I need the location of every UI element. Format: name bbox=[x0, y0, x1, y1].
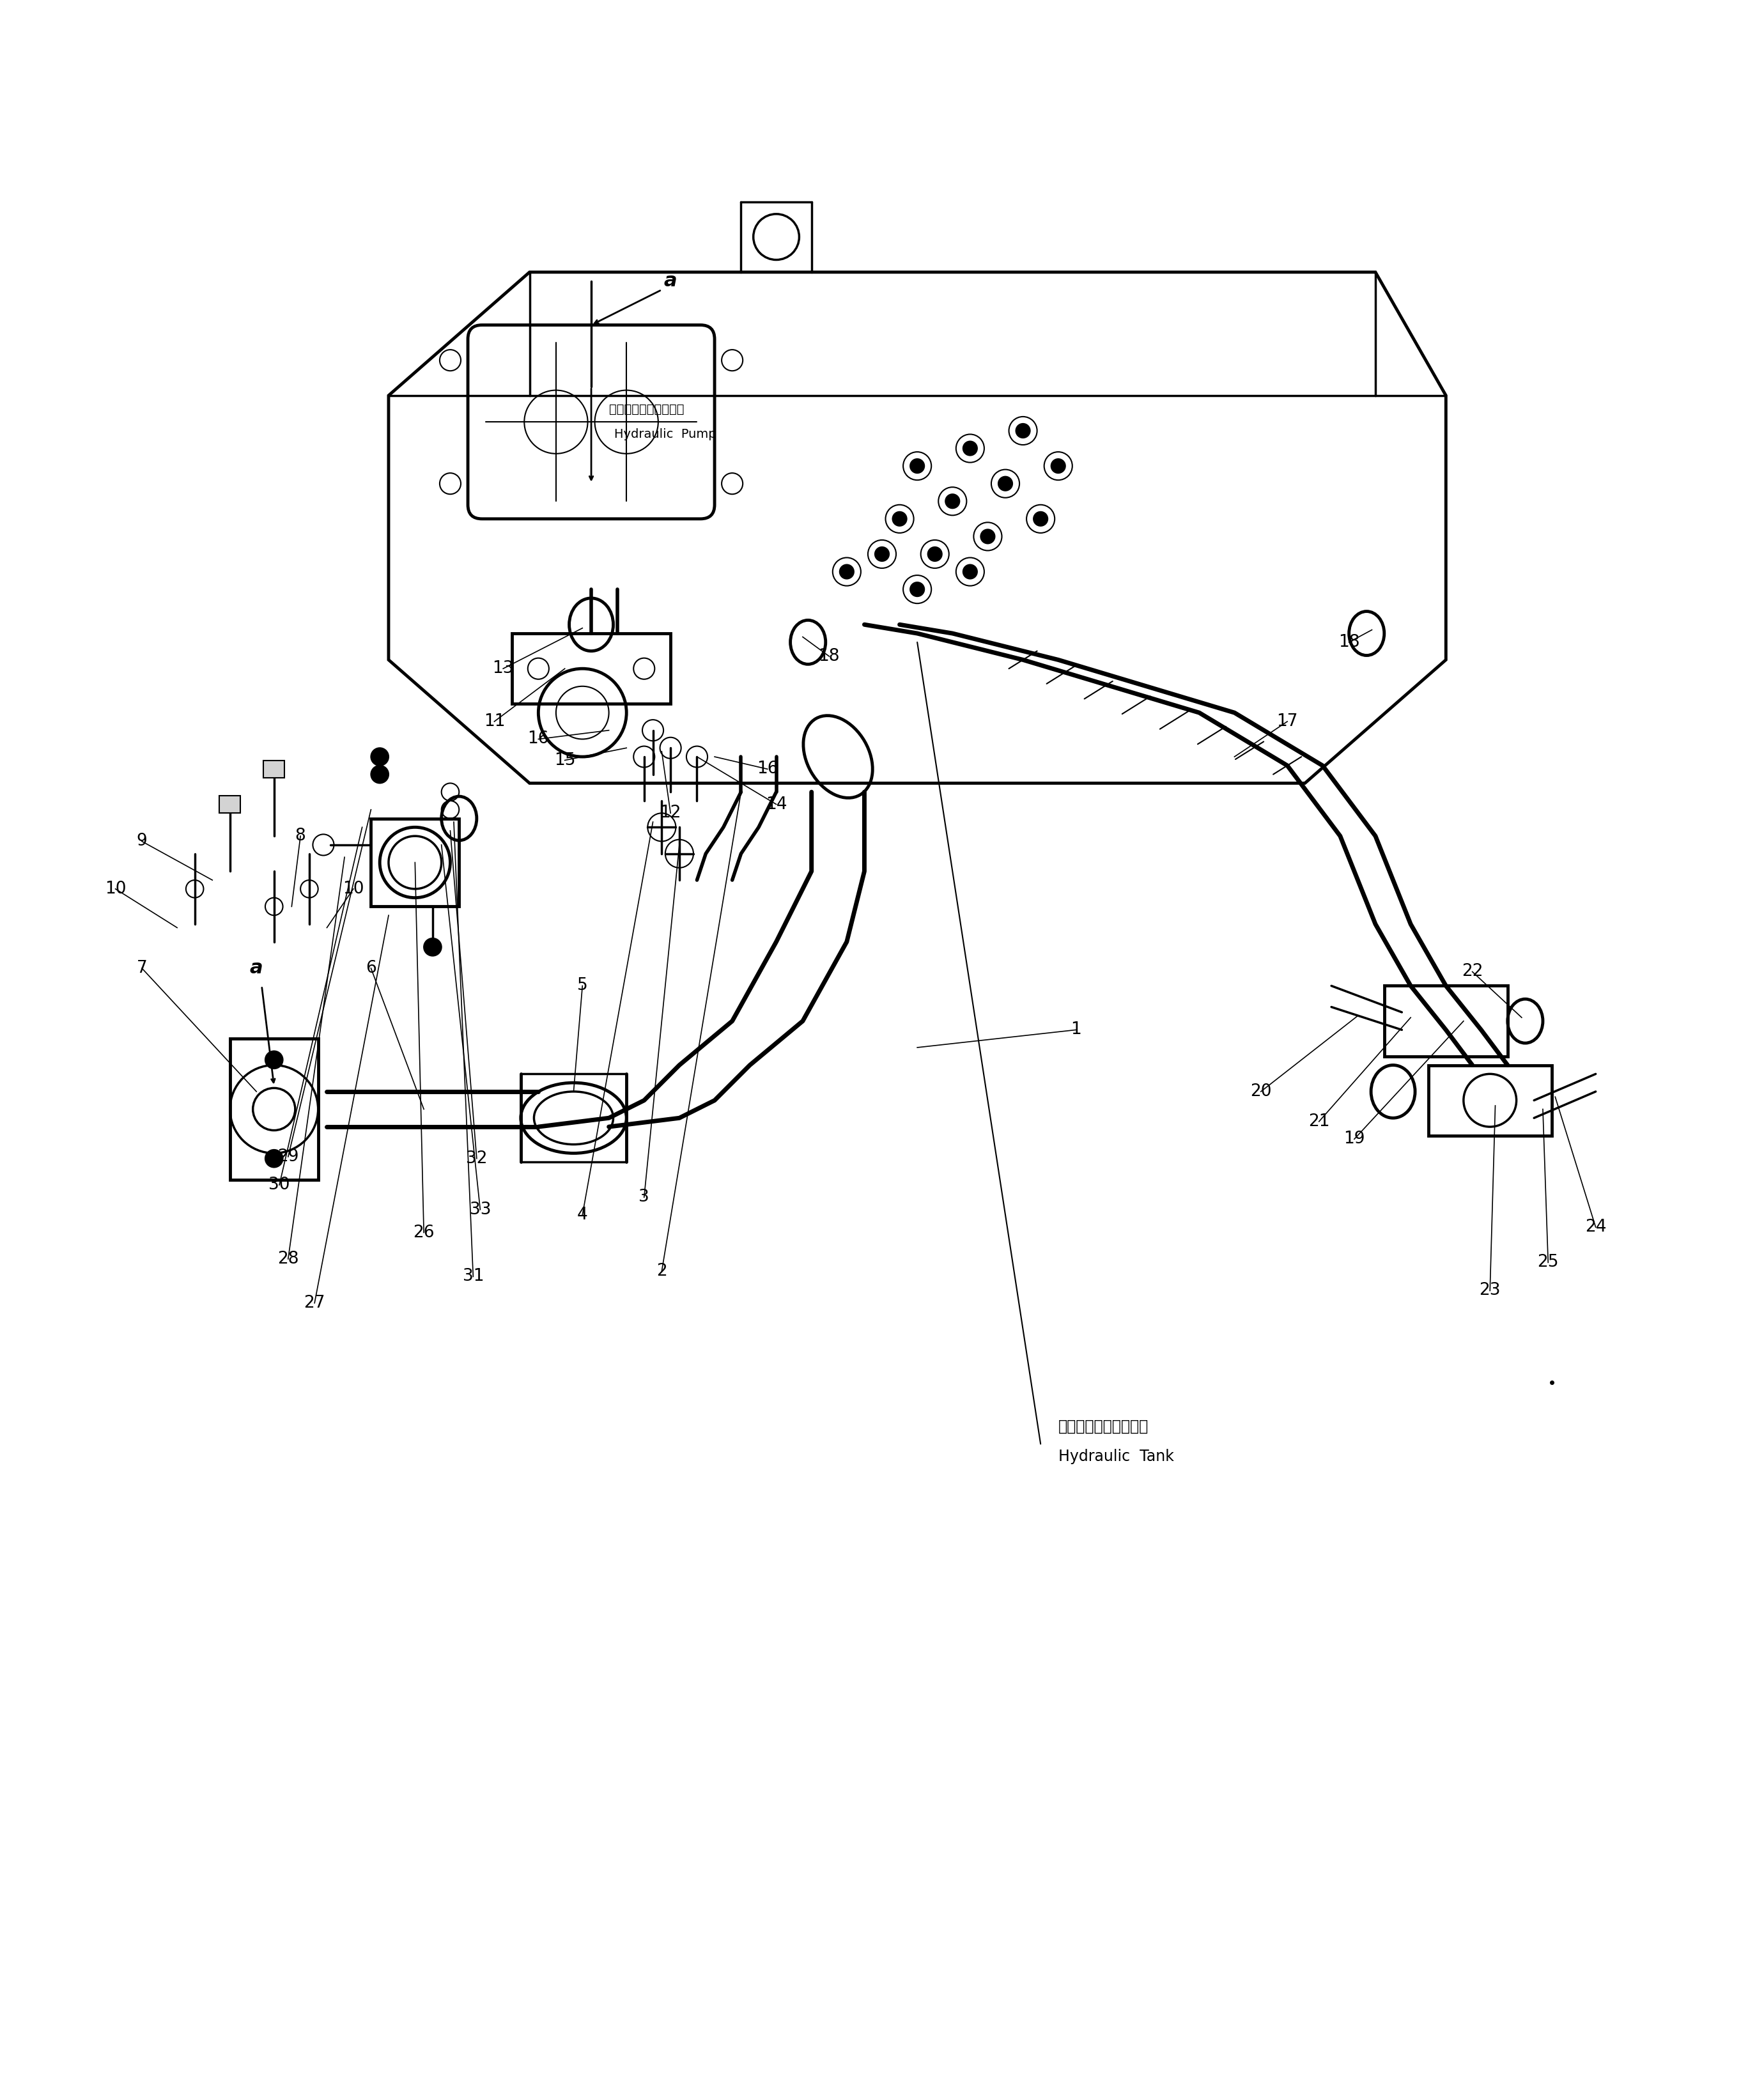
Circle shape bbox=[998, 476, 1013, 490]
Circle shape bbox=[981, 530, 995, 543]
Text: 31: 31 bbox=[462, 1267, 483, 1284]
Circle shape bbox=[370, 765, 388, 784]
Text: 25: 25 bbox=[1538, 1255, 1559, 1272]
Circle shape bbox=[265, 1052, 282, 1068]
Bar bbox=[229, 1039, 318, 1179]
Text: 2: 2 bbox=[656, 1263, 667, 1280]
Text: 24: 24 bbox=[1586, 1219, 1607, 1236]
Text: 16: 16 bbox=[527, 731, 549, 748]
Bar bbox=[1429, 1064, 1552, 1135]
Circle shape bbox=[840, 566, 854, 578]
Text: 12: 12 bbox=[660, 804, 681, 821]
Text: a: a bbox=[250, 960, 263, 978]
Circle shape bbox=[370, 748, 388, 765]
Text: 3: 3 bbox=[639, 1190, 649, 1205]
Circle shape bbox=[875, 547, 889, 561]
Text: 16: 16 bbox=[757, 760, 778, 777]
Text: 7: 7 bbox=[136, 960, 146, 976]
Bar bbox=[219, 796, 240, 813]
Text: 27: 27 bbox=[303, 1295, 325, 1311]
Text: Hydraulic  Tank: Hydraulic Tank bbox=[1058, 1448, 1173, 1464]
Circle shape bbox=[963, 442, 977, 455]
Circle shape bbox=[721, 473, 743, 494]
Circle shape bbox=[721, 350, 743, 371]
Circle shape bbox=[963, 566, 977, 578]
Text: 1: 1 bbox=[1071, 1022, 1081, 1039]
Circle shape bbox=[265, 1150, 282, 1167]
Text: 30: 30 bbox=[268, 1177, 289, 1194]
Text: 14: 14 bbox=[766, 796, 787, 813]
Text: 18: 18 bbox=[1339, 635, 1360, 652]
Circle shape bbox=[893, 511, 907, 526]
Text: 21: 21 bbox=[1309, 1112, 1330, 1129]
Text: ハイドロリックポンプ: ハイドロリックポンプ bbox=[609, 404, 684, 415]
Bar bbox=[512, 633, 670, 704]
Text: a: a bbox=[663, 272, 677, 291]
Circle shape bbox=[439, 473, 460, 494]
Circle shape bbox=[928, 547, 942, 561]
Text: 26: 26 bbox=[413, 1223, 434, 1240]
Text: 8: 8 bbox=[295, 828, 305, 844]
Text: 23: 23 bbox=[1480, 1282, 1501, 1299]
Circle shape bbox=[1016, 423, 1030, 438]
Text: 22: 22 bbox=[1462, 964, 1484, 980]
Text: ハイドロリックタンク: ハイドロリックタンク bbox=[1058, 1418, 1148, 1435]
Text: 9: 9 bbox=[136, 834, 146, 851]
Text: 32: 32 bbox=[466, 1150, 487, 1167]
Circle shape bbox=[1034, 511, 1048, 526]
Text: 18: 18 bbox=[818, 647, 840, 664]
Text: 11: 11 bbox=[483, 712, 505, 729]
Text: 17: 17 bbox=[1277, 712, 1298, 729]
Text: 15: 15 bbox=[554, 752, 575, 769]
Text: 28: 28 bbox=[277, 1251, 298, 1267]
Bar bbox=[1385, 987, 1508, 1056]
Circle shape bbox=[439, 350, 460, 371]
Circle shape bbox=[423, 939, 441, 955]
Polygon shape bbox=[388, 272, 1446, 784]
Bar bbox=[370, 819, 459, 907]
Text: 20: 20 bbox=[1251, 1083, 1272, 1100]
Circle shape bbox=[1051, 459, 1065, 473]
Circle shape bbox=[946, 494, 960, 509]
Text: 6: 6 bbox=[365, 960, 376, 976]
Circle shape bbox=[910, 459, 924, 473]
Text: 5: 5 bbox=[577, 978, 587, 995]
Bar bbox=[263, 760, 284, 777]
Text: 10: 10 bbox=[342, 880, 363, 897]
Circle shape bbox=[910, 582, 924, 597]
Text: 10: 10 bbox=[104, 880, 127, 897]
Text: Hydraulic  Pump: Hydraulic Pump bbox=[614, 427, 716, 440]
Text: 33: 33 bbox=[469, 1200, 490, 1217]
Text: 13: 13 bbox=[492, 660, 513, 677]
Text: 29: 29 bbox=[277, 1148, 298, 1165]
Text: 19: 19 bbox=[1344, 1131, 1365, 1148]
Text: 4: 4 bbox=[577, 1207, 587, 1223]
